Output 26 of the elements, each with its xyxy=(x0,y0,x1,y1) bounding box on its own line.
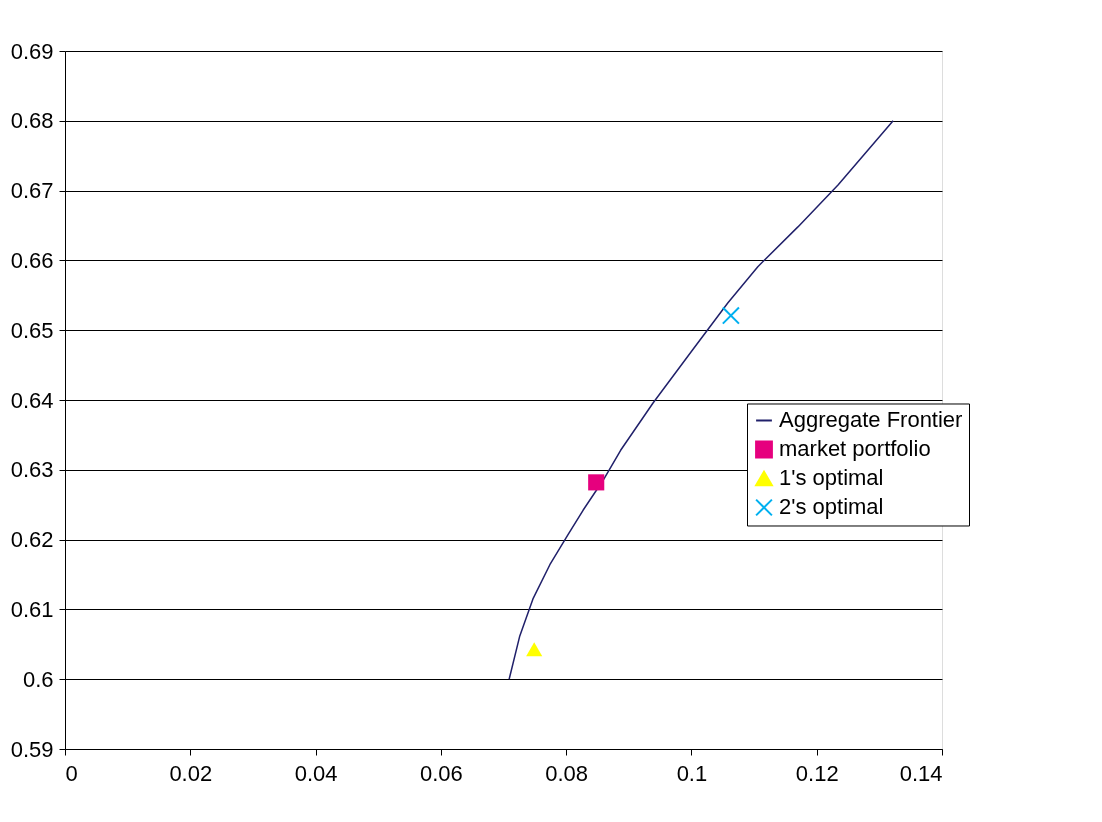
y-tick-label: 0.62 xyxy=(10,527,54,553)
y-tick-label: 0.61 xyxy=(10,596,54,622)
point xyxy=(588,474,605,491)
y-tick-label: 0.6 xyxy=(22,666,54,692)
y-tick-label: 0.64 xyxy=(10,387,54,413)
legend-label: Aggregate Frontier xyxy=(779,407,963,433)
x-tick-label: 0.04 xyxy=(294,760,338,786)
legend-label: 2's optimal xyxy=(779,494,884,520)
x-tick-label: 0.02 xyxy=(169,760,213,786)
y-tick-label: 0.65 xyxy=(10,317,54,343)
x-tick-label: 0.14 xyxy=(899,760,943,786)
x-tick-label: 0.06 xyxy=(419,760,463,786)
y-tick-label: 0.59 xyxy=(10,736,54,762)
y-tick-label: 0.69 xyxy=(10,38,54,64)
legend-label: market portfolio xyxy=(779,436,931,462)
y-tick-label: 0.68 xyxy=(10,108,54,134)
x-tick-label: 0.1 xyxy=(676,760,708,786)
x-tick-label: 0.08 xyxy=(545,760,589,786)
legend-label: 1's optimal xyxy=(779,465,884,491)
y-tick-label: 0.63 xyxy=(10,457,54,483)
x-tick-label: 0.12 xyxy=(795,760,839,786)
point xyxy=(721,306,740,325)
y-tick-label: 0.67 xyxy=(10,178,54,204)
point xyxy=(526,642,543,657)
y-tick-label: 0.66 xyxy=(10,247,54,273)
x-tick-label: 0 xyxy=(65,760,78,786)
